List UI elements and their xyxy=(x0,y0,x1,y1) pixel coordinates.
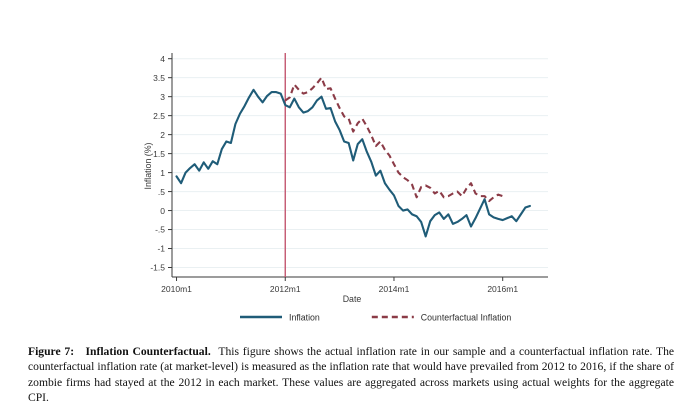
x-tick-label: 2012m1 xyxy=(270,284,301,294)
y-tick-label: 2 xyxy=(160,130,165,140)
x-tick-label: 2010m1 xyxy=(161,284,192,294)
x-axis-ticks: 2010m1 2012m1 2014m1 2016m1 xyxy=(161,277,518,294)
series-line-counterfactual-inflation xyxy=(284,76,504,203)
y-tick-label: 1.5 xyxy=(153,149,165,159)
legend-label-counterfactual: Counterfactual Inflation xyxy=(421,312,512,322)
x-tick-label: 2016m1 xyxy=(487,284,518,294)
caption-title: Inflation Counterfactual. xyxy=(85,345,211,358)
y-tick-label: 4 xyxy=(160,54,165,64)
caption-label: Figure 7: xyxy=(28,345,75,358)
y-tick-label: 3.5 xyxy=(153,73,165,83)
x-tick-label: 2014m1 xyxy=(379,284,410,294)
figure-container: 4 3.5 3 2.5 2 1.5 1.5 0 -.5 -1 -1.5 2010m1 2012m1 20… xyxy=(143,53,548,322)
y-tick-label: 0 xyxy=(160,206,165,216)
y-tick-label: 2.5 xyxy=(153,111,165,121)
y-tick-label: -.5 xyxy=(155,225,165,235)
figure-caption: Figure 7: Inflation Counterfactual. This… xyxy=(28,344,674,406)
y-tick-label: 3 xyxy=(160,92,165,102)
legend-label-inflation: Inflation xyxy=(289,312,320,322)
caption-body: This figure shows the actual inflation r… xyxy=(28,345,675,405)
y-axis-ticks: 43.532.521.51.50-.5-1-1.5 xyxy=(150,54,172,273)
x-axis-title: Date xyxy=(343,294,362,304)
y-tick-label: -1 xyxy=(157,244,165,254)
y-tick-label: 1 xyxy=(160,168,165,178)
gridlines xyxy=(172,58,548,269)
y-axis-title: Inflation (%) xyxy=(143,142,153,189)
chart-legend: Inflation Counterfactual Inflation xyxy=(240,312,511,322)
y-tick-label: -1.5 xyxy=(150,263,165,273)
y-tick-label: .5 xyxy=(158,187,165,197)
series-line-inflation xyxy=(175,88,531,238)
inflation-counterfactual-chart: 43.532.521.51.50-.5-1-1.5 2010m1 2012m1 20… xyxy=(143,53,548,322)
